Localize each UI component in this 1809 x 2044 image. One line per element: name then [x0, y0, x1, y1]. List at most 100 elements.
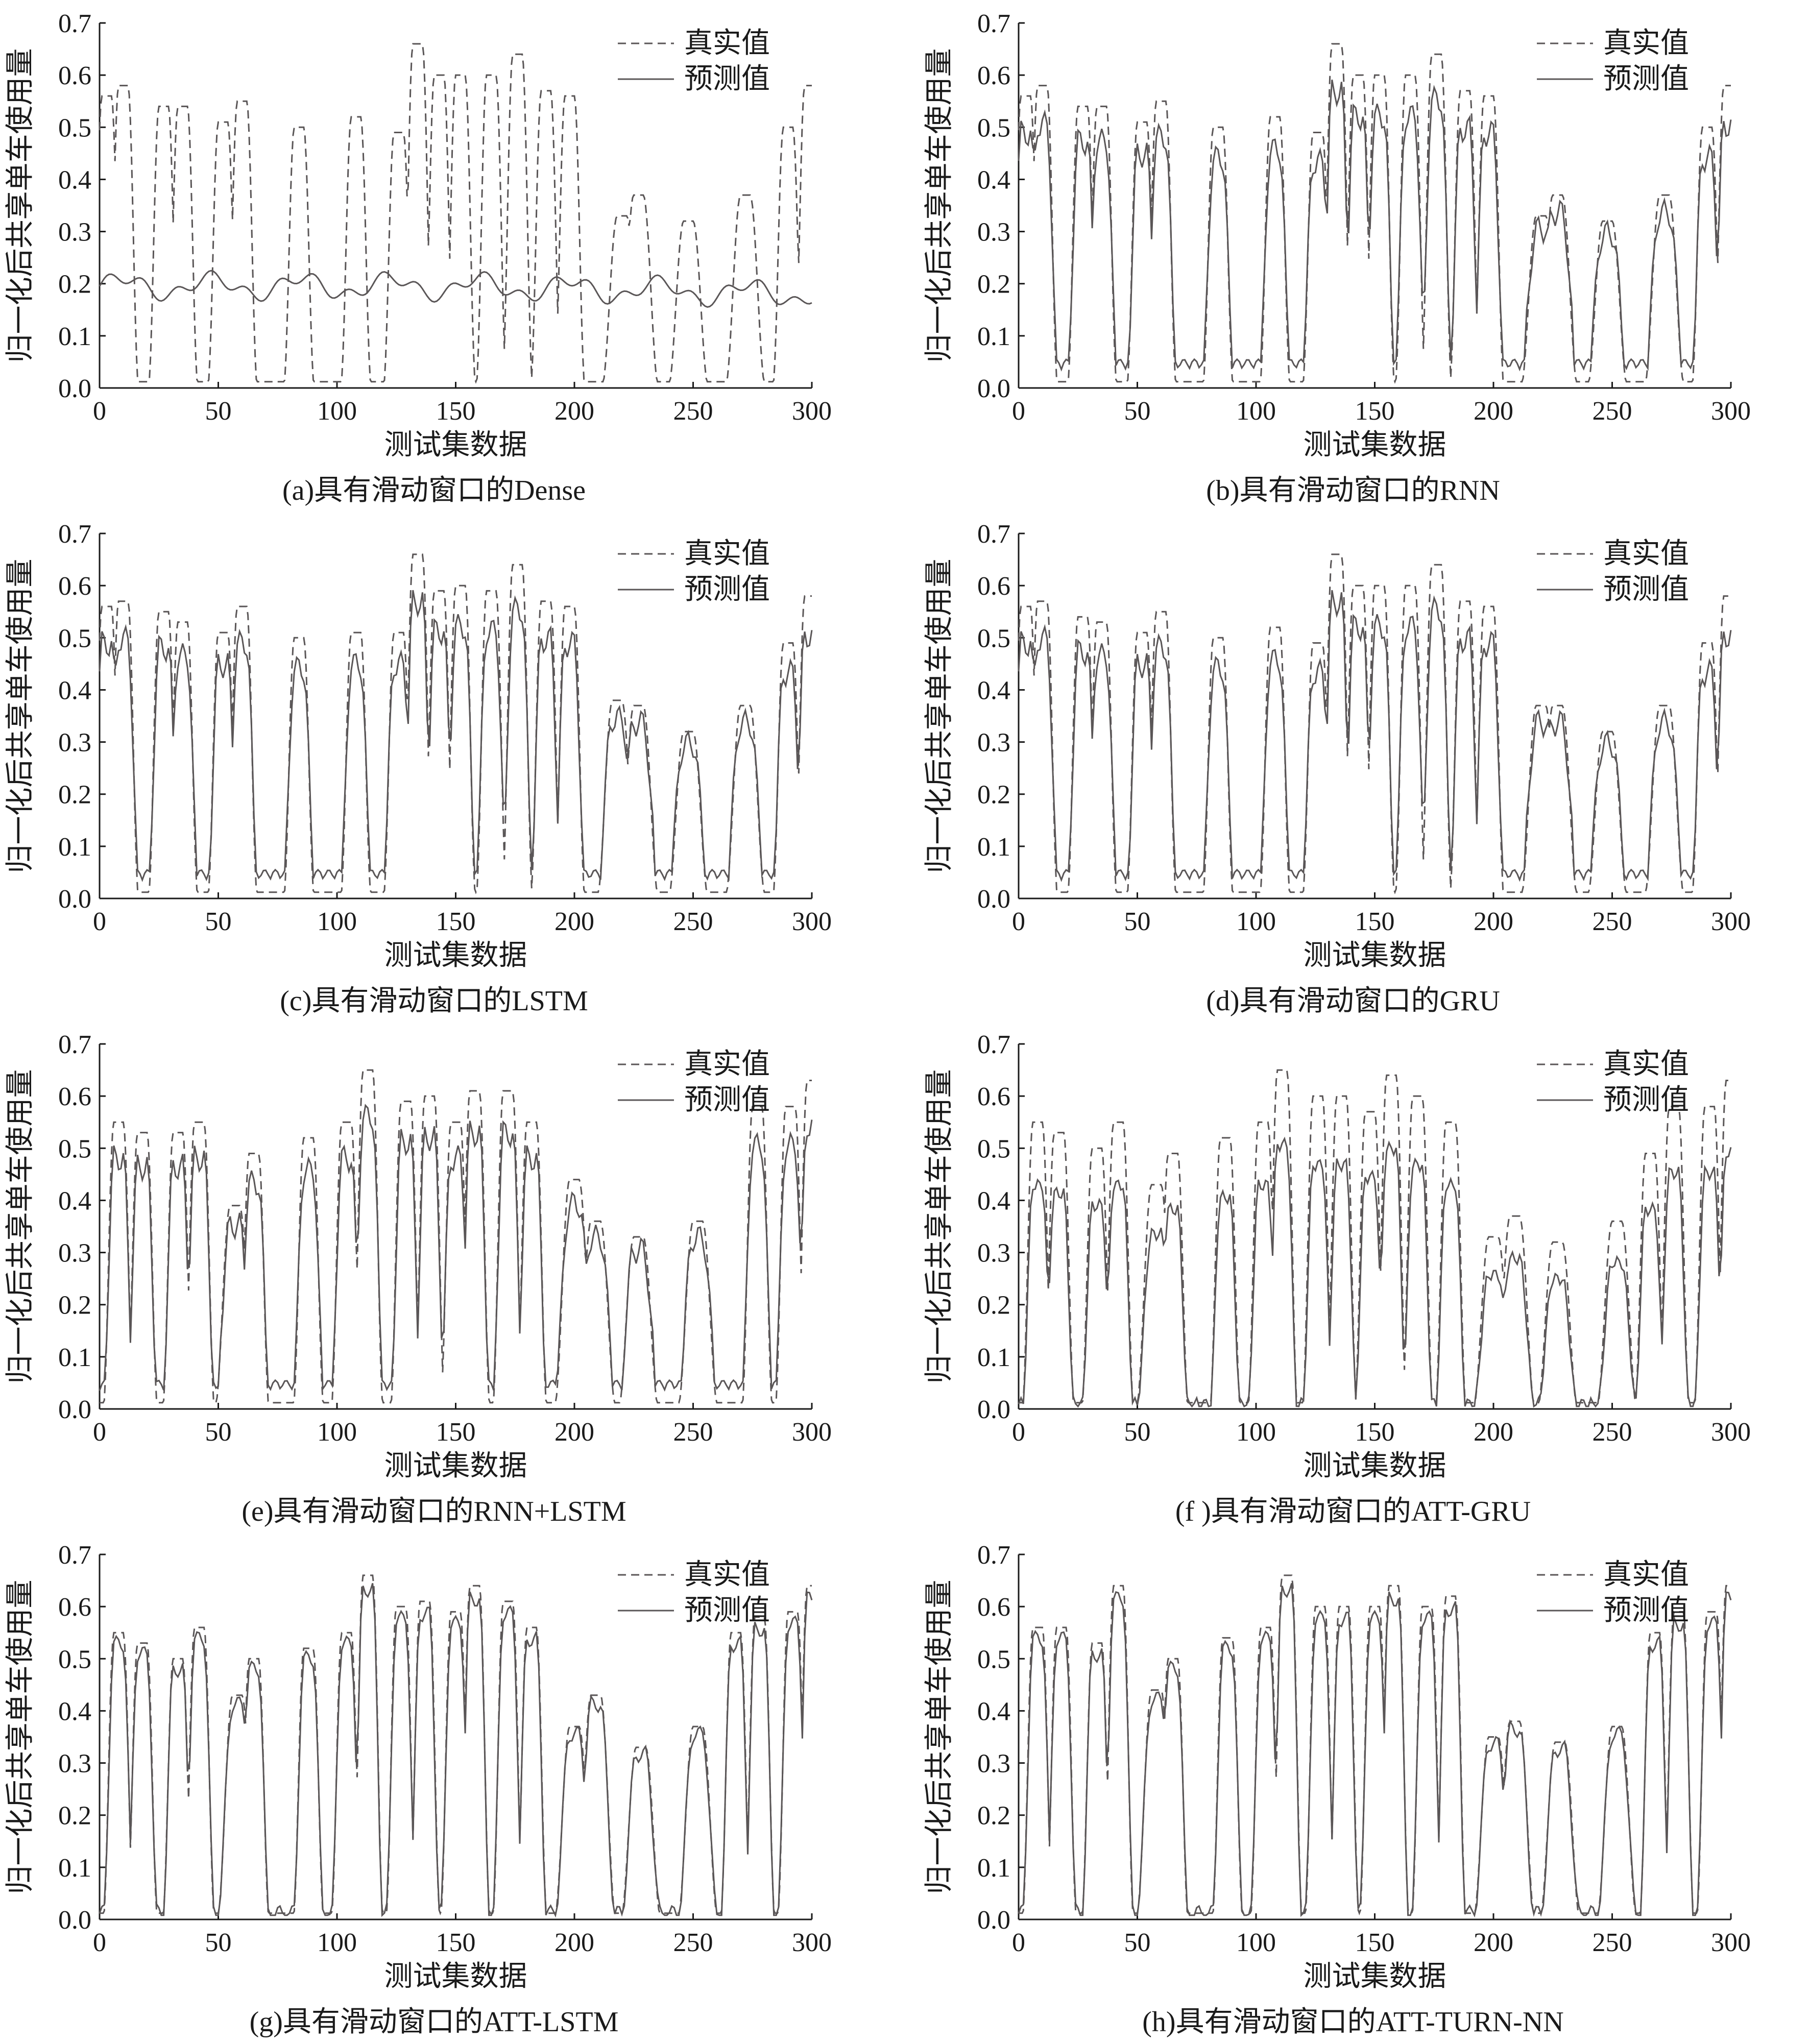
y-tick-label: 0.1 — [977, 1854, 1010, 1883]
x-tick-label: 150 — [436, 1928, 476, 1957]
x-tick-label: 300 — [792, 1418, 832, 1447]
y-tick-label: 0.1 — [977, 833, 1010, 862]
x-tick-label: 100 — [317, 397, 357, 426]
y-tick-label: 0.7 — [977, 9, 1010, 38]
y-tick-label: 0.0 — [977, 374, 1010, 403]
caption-h: (h)具有滑动窗口的ATT-TURN-NN — [1142, 2006, 1564, 2038]
series-actual-line — [1018, 553, 1731, 894]
y-tick-label: 0.3 — [58, 728, 91, 758]
y-tick-label: 0.1 — [58, 1854, 91, 1883]
x-axis-label: 测试集数据 — [384, 1449, 527, 1480]
y-axis-label: 归一化后共享单车使用量 — [923, 559, 956, 873]
y-tick-label: 0.3 — [977, 1749, 1010, 1779]
x-tick-label: 150 — [1355, 397, 1395, 426]
legend-predicted-label: 预测值 — [1603, 573, 1689, 606]
series-predicted-line — [1018, 590, 1732, 882]
x-tick-label: 250 — [1593, 1928, 1632, 1957]
caption-c: (c)具有滑动窗口的LSTM — [280, 985, 588, 1017]
x-tick-label: 200 — [1474, 1928, 1513, 1957]
caption-e: (e)具有滑动窗口的RNN+LSTM — [242, 1496, 626, 1527]
x-tick-label: 300 — [1711, 907, 1751, 936]
y-tick-label: 0.7 — [58, 1541, 91, 1570]
y-tick-label: 0.3 — [977, 1239, 1010, 1268]
x-tick-label: 150 — [436, 1418, 476, 1447]
series-predicted-line — [99, 590, 813, 882]
y-tick-label: 0.5 — [58, 113, 91, 142]
y-tick-label: 0.2 — [977, 781, 1010, 810]
series-actual-line — [1019, 1069, 1731, 1404]
x-axis-label: 测试集数据 — [384, 428, 527, 459]
y-tick-label: 0.0 — [58, 885, 91, 914]
legend-actual-label: 真实值 — [1603, 537, 1689, 570]
x-tick-label: 150 — [1355, 907, 1395, 936]
y-tick-label: 0.0 — [58, 1906, 91, 1935]
y-tick-label: 0.1 — [58, 833, 91, 862]
x-tick-label: 50 — [1124, 907, 1151, 936]
x-tick-label: 200 — [554, 1928, 594, 1957]
x-tick-label: 0 — [93, 1418, 106, 1447]
y-tick-label: 0.4 — [58, 676, 91, 705]
y-tick-label: 0.2 — [58, 1802, 91, 1831]
y-tick-label: 0.0 — [58, 1395, 91, 1424]
y-tick-label: 0.2 — [58, 270, 91, 299]
x-tick-label: 300 — [1711, 1928, 1751, 1957]
x-tick-label: 250 — [673, 397, 713, 426]
x-tick-label: 50 — [1124, 1928, 1151, 1957]
series-predicted-line — [1018, 1583, 1732, 1918]
legend-actual-label: 真实值 — [684, 27, 770, 60]
chart-a: 0 50 100 150 200 250 300 0.0 0.1 0.2 0.3 0.4 0.5 0.6 0… — [4, 9, 832, 459]
chart-panel-f: 0 50 100 150 200 250 300 0.0 0.1 0.2 0.3 0.4 0.5 0.6 0… — [919, 1021, 1787, 1531]
x-tick-label: 50 — [205, 907, 232, 936]
series-actual-line — [100, 1069, 812, 1404]
legend-predicted-label: 预测值 — [1603, 62, 1689, 95]
series-actual-line — [1019, 1574, 1731, 1916]
x-tick-label: 100 — [317, 1928, 357, 1957]
y-tick-label: 0.6 — [58, 572, 91, 601]
legend-actual-label: 真实值 — [1603, 27, 1689, 60]
y-axis-label: 归一化后共享单车使用量 — [4, 48, 37, 363]
chart-panel-b: 0 50 100 150 200 250 300 0.0 0.1 0.2 0.3 0.4 0.5 0.6 0… — [919, 0, 1787, 510]
x-tick-label: 200 — [554, 907, 594, 936]
y-tick-label: 0.3 — [58, 1749, 91, 1779]
y-tick-label: 0.3 — [58, 1239, 91, 1268]
y-tick-label: 0.6 — [58, 1082, 91, 1111]
chart-g: 0 50 100 150 200 250 300 0.0 0.1 0.2 0.3 0.4 0.5 0.6 0… — [4, 1541, 832, 1991]
x-tick-label: 100 — [317, 1418, 357, 1447]
y-tick-label: 0.7 — [977, 1541, 1010, 1570]
series-actual-line — [100, 1574, 812, 1916]
x-tick-label: 150 — [1355, 1928, 1395, 1957]
legend-predicted-label: 预测值 — [684, 573, 770, 606]
y-tick-label: 0.7 — [58, 9, 91, 38]
x-axis-label: 测试集数据 — [1304, 939, 1446, 970]
y-tick-label: 0.3 — [977, 728, 1010, 758]
chart-panel-e: 0 50 100 150 200 250 300 0.0 0.1 0.2 0.3 0.4 0.5 0.6 0… — [0, 1021, 868, 1531]
series-actual-line — [99, 43, 812, 384]
x-tick-label: 200 — [1474, 907, 1513, 936]
y-tick-label: 0.1 — [58, 322, 91, 351]
caption-a: (a)具有滑动窗口的Dense — [282, 475, 586, 506]
chart-f: 0 50 100 150 200 250 300 0.0 0.1 0.2 0.3 0.4 0.5 0.6 0… — [923, 1030, 1751, 1480]
y-tick-label: 0.5 — [977, 1645, 1010, 1674]
x-tick-label: 250 — [1593, 397, 1632, 426]
y-tick-label: 0.4 — [977, 1697, 1010, 1726]
y-tick-label: 0.5 — [58, 1134, 91, 1163]
x-tick-label: 0 — [1012, 907, 1025, 936]
y-tick-label: 0.0 — [58, 374, 91, 403]
y-tick-label: 0.4 — [58, 165, 91, 194]
chart-panel-h: 0 50 100 150 200 250 300 0.0 0.1 0.2 0.3 0.4 0.5 0.6 0… — [919, 1531, 1787, 2042]
x-tick-label: 200 — [1474, 397, 1513, 426]
legend-actual-label: 真实值 — [684, 537, 770, 570]
x-axis-label: 测试集数据 — [1304, 428, 1446, 459]
chart-b: 0 50 100 150 200 250 300 0.0 0.1 0.2 0.3 0.4 0.5 0.6 0… — [923, 9, 1751, 459]
caption-f: (f )具有滑动窗口的ATT-GRU — [1175, 1496, 1531, 1527]
y-axis-label: 归一化后共享单车使用量 — [4, 1580, 37, 1894]
caption-d: (d)具有滑动窗口的GRU — [1206, 985, 1500, 1017]
x-tick-label: 100 — [1236, 907, 1276, 936]
y-axis-label: 归一化后共享单车使用量 — [923, 1580, 956, 1894]
chart-h: 0 50 100 150 200 250 300 0.0 0.1 0.2 0.3 0.4 0.5 0.6 0… — [923, 1541, 1751, 1991]
y-tick-label: 0.6 — [58, 1593, 91, 1622]
x-tick-label: 300 — [792, 397, 832, 426]
x-tick-label: 0 — [93, 907, 106, 936]
